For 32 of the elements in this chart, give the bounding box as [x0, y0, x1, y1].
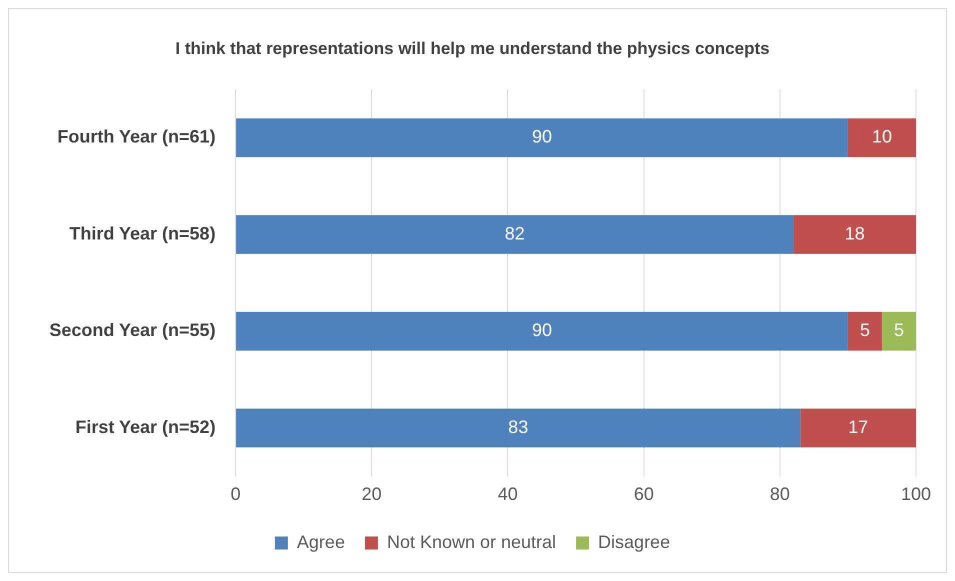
data-label: 82 — [504, 223, 525, 244]
bar — [800, 408, 916, 448]
x-tick-label: 100 — [900, 484, 932, 504]
bar — [848, 312, 882, 351]
legend-label: Agree — [296, 532, 345, 552]
bar — [848, 118, 916, 158]
bar — [794, 215, 916, 254]
x-tick-label: 80 — [770, 484, 790, 504]
chart-title: I think that representations will help me understand the physics concepts — [175, 38, 770, 58]
data-label: 17 — [848, 416, 868, 437]
y-tick-label: Fourth Year (n=61) — [57, 126, 216, 147]
bar — [882, 312, 916, 351]
legend-label: Not Known or neutral — [386, 532, 556, 552]
y-tick-label: First Year (n=52) — [75, 416, 216, 437]
legend-label: Disagree — [598, 532, 670, 552]
data-label: 5 — [860, 320, 870, 340]
data-label: 18 — [844, 223, 865, 244]
data-label: 10 — [872, 126, 892, 147]
bar — [236, 215, 794, 254]
data-label: 90 — [532, 126, 552, 147]
x-tick-label: 60 — [634, 484, 654, 504]
data-label: 90 — [532, 320, 552, 340]
bar — [236, 118, 848, 158]
data-label: 83 — [508, 416, 528, 437]
y-tick-label: Second Year (n=55) — [49, 320, 216, 340]
data-label: 5 — [894, 320, 904, 340]
bar — [236, 408, 800, 448]
x-tick-label: 20 — [362, 484, 382, 504]
bar — [236, 312, 848, 351]
y-tick-label: Third Year (n=58) — [69, 223, 216, 244]
x-tick-label: 40 — [498, 484, 518, 504]
x-tick-label: 0 — [230, 484, 241, 504]
